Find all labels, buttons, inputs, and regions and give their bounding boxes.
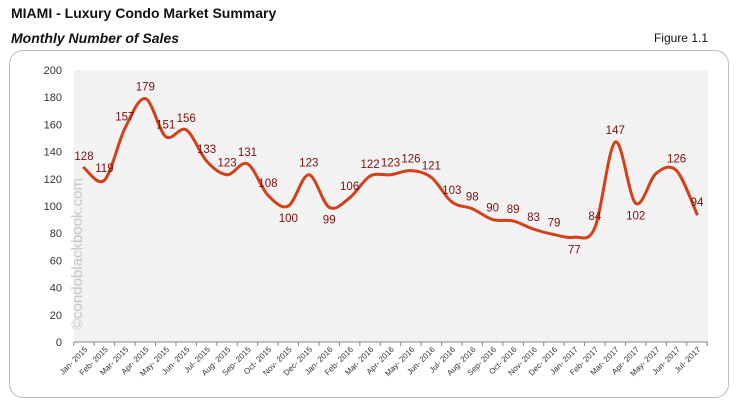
y-tick-label: 120	[44, 174, 62, 186]
data-point	[409, 169, 413, 173]
data-point	[184, 128, 188, 132]
data-label: 147	[606, 125, 625, 137]
data-point	[102, 178, 106, 182]
data-label: 123	[217, 158, 236, 170]
data-point	[429, 175, 433, 179]
y-tick-label: 180	[44, 92, 62, 104]
data-point	[695, 212, 699, 216]
data-point	[389, 173, 392, 177]
chart-subtitle: Monthly Number of Sales	[11, 30, 180, 46]
data-label: 157	[115, 111, 134, 123]
data-label: 98	[466, 192, 479, 204]
y-tick-label: 140	[44, 147, 62, 159]
watermark: ©condoblackbook.com	[69, 178, 86, 330]
data-point	[82, 166, 86, 170]
data-point	[491, 218, 495, 222]
y-tick-label: 100	[44, 201, 62, 213]
data-label: 102	[626, 210, 645, 222]
data-point	[511, 219, 515, 223]
y-tick-label: 20	[50, 310, 62, 322]
data-label: 108	[258, 178, 277, 190]
data-point	[368, 174, 372, 178]
data-label: 119	[95, 163, 113, 175]
data-point	[450, 200, 454, 204]
data-label: 94	[691, 197, 704, 209]
figure-label: Figure 1.1	[653, 31, 708, 45]
data-point	[123, 126, 127, 130]
data-label: 156	[177, 113, 196, 125]
data-label: 90	[486, 203, 499, 215]
data-label: 179	[136, 82, 155, 94]
chart-title: MIAMI - Luxury Condo Market Summary	[11, 5, 277, 21]
data-point	[654, 171, 658, 175]
data-label: 89	[507, 204, 520, 216]
data-point	[593, 226, 597, 230]
data-label: 103	[442, 185, 461, 197]
data-point	[613, 140, 617, 144]
data-point	[164, 135, 168, 139]
data-point	[205, 159, 209, 163]
data-label: 122	[360, 159, 379, 171]
data-point	[266, 193, 270, 197]
y-tick-label: 200	[44, 65, 62, 77]
data-point	[327, 205, 331, 209]
data-point	[348, 196, 352, 200]
y-tick-label: 160	[44, 119, 62, 131]
data-point	[675, 169, 679, 173]
data-label: 131	[238, 147, 257, 159]
data-point	[143, 97, 147, 101]
y-tick-label: 80	[50, 228, 62, 240]
data-label: 128	[74, 151, 93, 163]
data-label: 100	[279, 213, 298, 225]
data-label: 123	[381, 158, 400, 170]
data-label: 77	[568, 244, 581, 256]
data-label: 106	[340, 181, 359, 193]
data-label: 151	[156, 120, 175, 132]
data-point	[286, 204, 290, 208]
data-point	[470, 207, 474, 211]
data-point	[634, 201, 638, 205]
data-point	[552, 233, 556, 237]
chart-frame	[9, 50, 729, 398]
data-label: 99	[323, 214, 336, 226]
plot-area	[74, 70, 708, 342]
data-label: 133	[197, 144, 216, 156]
data-label: 83	[527, 212, 540, 224]
data-point	[572, 235, 576, 239]
data-point	[245, 162, 249, 166]
data-label: 126	[401, 154, 420, 166]
data-label: 126	[667, 154, 686, 166]
y-tick-label: 60	[50, 255, 62, 267]
y-tick-label: 40	[50, 283, 62, 295]
data-point	[307, 173, 311, 177]
data-label: 84	[588, 211, 601, 223]
data-point	[532, 227, 536, 231]
y-tick-label: 0	[56, 337, 62, 349]
data-label: 121	[422, 160, 441, 172]
data-point	[225, 173, 229, 177]
data-label: 79	[548, 218, 561, 230]
data-label: 123	[299, 158, 318, 170]
